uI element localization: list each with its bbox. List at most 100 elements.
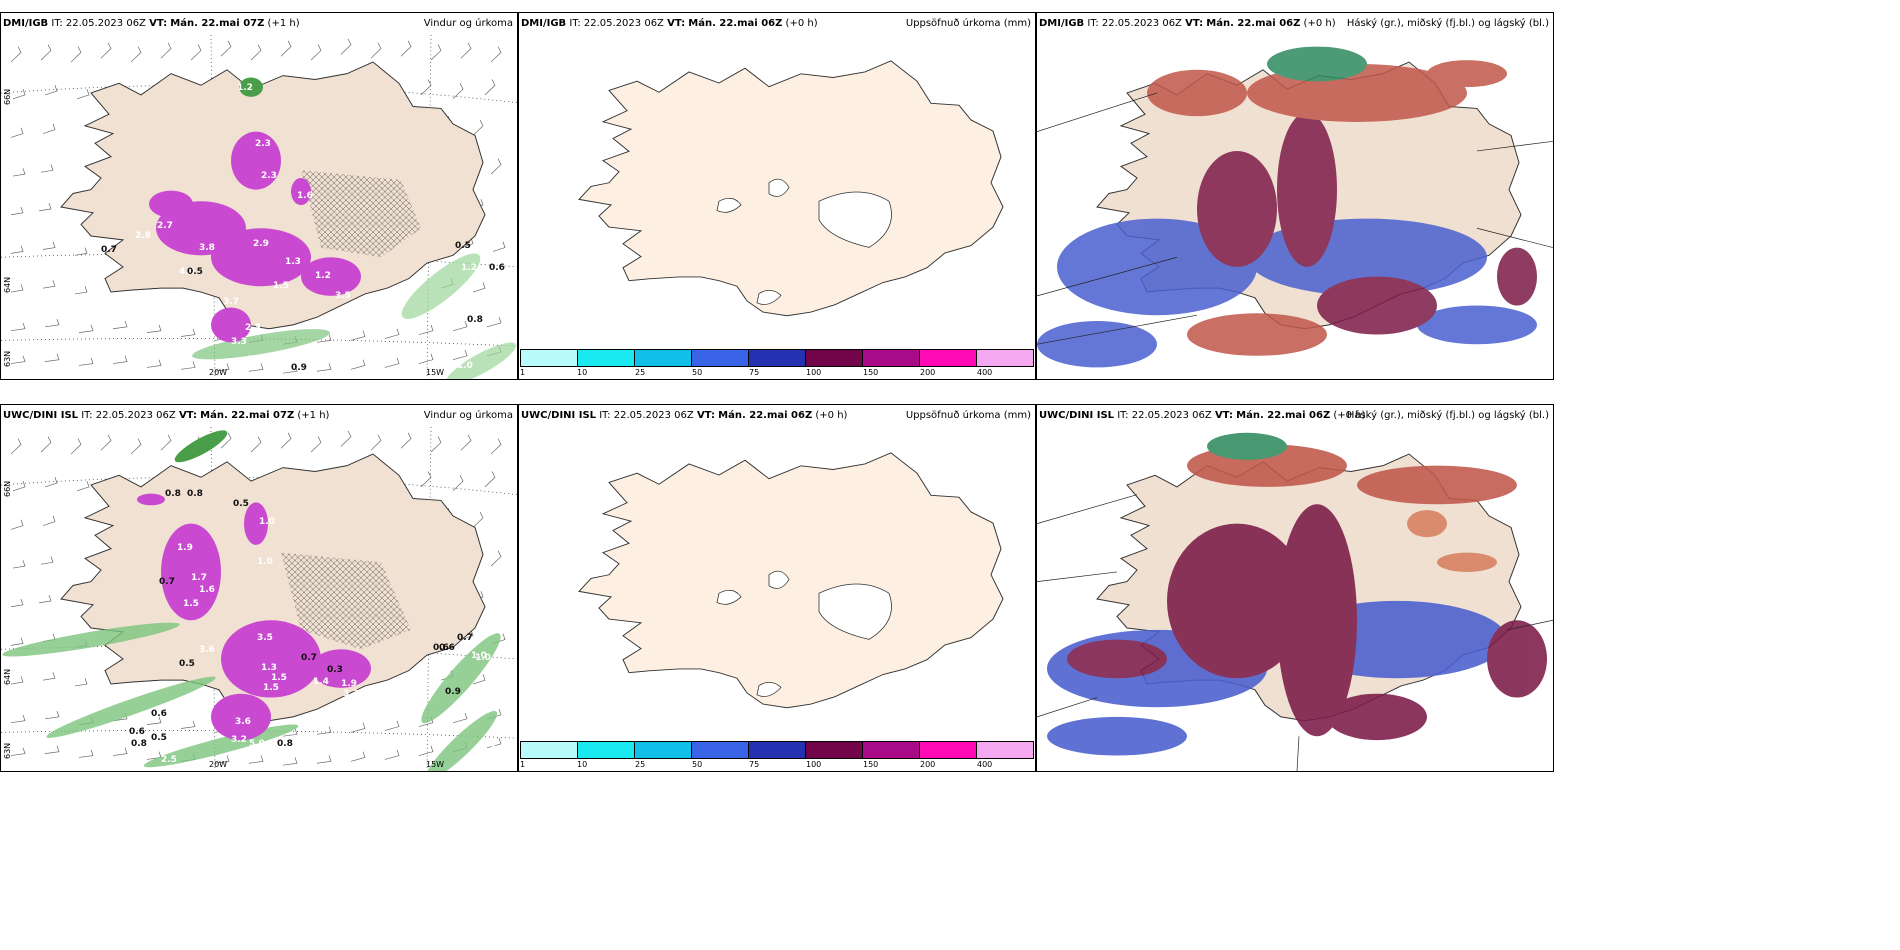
precip-value-label: 1.9	[341, 679, 357, 689]
product-name: Háský (gr.), miðský (fj.bl.) og lágský (…	[1346, 410, 1549, 421]
precip-value-label: 2.5	[161, 755, 177, 765]
init-time: 22.05.2023 06Z	[95, 410, 176, 421]
lead-time: (+0 h)	[815, 410, 848, 421]
colorbar-tick: 200	[920, 368, 936, 377]
vt-label: VT:	[178, 410, 197, 421]
lead-time: (+0 h)	[1333, 410, 1366, 421]
colorbar-tick: 100	[806, 760, 822, 769]
product-name: Uppsöfnuð úrkoma (mm)	[905, 18, 1031, 29]
precip-value-label: 0.6	[433, 643, 449, 653]
it-label: IT:	[569, 18, 581, 29]
lat-label-66n: 66N	[3, 480, 12, 497]
init-time: 22.05.2023 06Z	[65, 18, 146, 29]
precip-value-label: 3.3	[231, 337, 247, 347]
valid-time: Mán. 22.mai 06Z	[688, 18, 783, 29]
panel-title: DMI/IGB IT: 22.05.2023 06Z VT: Mán. 22.m…	[1037, 13, 1553, 35]
colorbar-tick: 200	[920, 760, 936, 769]
precip-value-label: 1.3	[93, 659, 109, 669]
wind-precip-map	[1, 427, 517, 771]
init-time: 22.05.2023 06Z	[613, 410, 694, 421]
precip-value-label: 1.0	[257, 557, 273, 567]
colorbar-box	[749, 742, 806, 758]
cloud-map	[1037, 46, 1553, 368]
colorbar-boxes	[520, 349, 1034, 367]
panel-uwc-clouds: UWC/DINI ISL IT: 22.05.2023 06Z VT: Mán.…	[1036, 404, 1554, 772]
precip-value-label: 1.4	[313, 677, 329, 687]
product-name: Uppsöfnuð úrkoma (mm)	[905, 410, 1031, 421]
precip-value-label: 3.5	[257, 633, 273, 643]
colorbar-box	[977, 742, 1033, 758]
lat-label-66n: 66N	[3, 88, 12, 105]
colorbar-box	[578, 350, 635, 366]
precip-value-label: 1.7	[191, 573, 207, 583]
colorbar-tick: 50	[692, 760, 703, 769]
precip-value-label: 0.8	[165, 489, 181, 499]
precip-value-label: 0.6	[489, 263, 505, 273]
precip-value-label: 0.5	[151, 733, 167, 743]
precip-value-label: 1.5	[271, 673, 287, 683]
lon-label-20w: 20W	[209, 368, 228, 377]
precip-value-label: 0.6	[151, 709, 167, 719]
product-name: Vindur og úrkoma	[423, 410, 513, 421]
model-name: DMI/IGB	[521, 18, 567, 29]
precip-value-label: 1.3	[55, 659, 71, 669]
precip-value-label: 4.8	[179, 267, 195, 277]
precip-value-label: 0.5	[179, 659, 195, 669]
colorbar-box	[920, 350, 977, 366]
precip-value-label: 1.2	[237, 83, 253, 93]
model-name: UWC/DINI ISL	[1039, 410, 1115, 421]
precip-value-label: 1.3	[215, 451, 231, 461]
panel-uwc-wind-precip: UWC/DINI ISL IT: 22.05.2023 06Z VT: Mán.…	[0, 404, 518, 772]
precip-value-label: 0.3	[327, 665, 343, 675]
panel-title: UWC/DINI ISL IT: 22.05.2023 06Z VT: Mán.…	[1037, 405, 1553, 427]
it-label: IT:	[81, 410, 93, 421]
colorbar-box	[692, 350, 749, 366]
panel-dmi-wind-precip: DMI/IGB IT: 22.05.2023 06Z VT: Mán. 22.m…	[0, 12, 518, 380]
accum-precip-map	[578, 452, 1004, 709]
lead-time: (+0 h)	[785, 18, 818, 29]
valid-time: Mán. 22.mai 07Z	[200, 410, 295, 421]
wind-precip-map	[1, 35, 517, 379]
precip-value-label: 1.3	[261, 663, 277, 673]
colorbar-box	[578, 742, 635, 758]
lat-label-63n: 63N	[3, 350, 12, 367]
colorbar-box	[635, 742, 692, 758]
colorbar-tick: 75	[749, 760, 760, 769]
valid-time: Mán. 22.mai 06Z	[1206, 18, 1301, 29]
colorbar: 1 10 25 50 75 100 150 200 400	[519, 349, 1035, 379]
precip-value-label: 1.3	[285, 257, 301, 267]
model-name: UWC/DINI ISL	[521, 410, 597, 421]
colorbar-tick: 400	[977, 760, 993, 769]
panel-title: UWC/DINI ISL IT: 22.05.2023 06Z VT: Mán.…	[1, 405, 517, 427]
precip-value-label: 0.8	[187, 489, 203, 499]
colorbar-boxes	[520, 741, 1034, 759]
precip-value-label: 2.9	[253, 239, 269, 249]
precip-value-label: 1.2	[315, 271, 331, 281]
vt-label: VT:	[149, 18, 168, 29]
precip-value-label: 3.2	[343, 689, 359, 699]
precip-value-label: 0.5	[455, 241, 471, 251]
colorbar-box	[806, 350, 863, 366]
precip-value-label: 2.8	[135, 231, 151, 241]
precip-value-label: 1.6	[199, 585, 215, 595]
init-time: 22.05.2023 06Z	[583, 18, 664, 29]
precip-value-label: 0.7	[301, 653, 317, 663]
precip-value-label: 1.0	[259, 517, 275, 527]
precip-value-label: 0.7	[457, 633, 473, 643]
colorbar-tick: 75	[749, 368, 760, 377]
vt-label: VT:	[667, 18, 686, 29]
model-name: UWC/DINI ISL	[3, 410, 79, 421]
precip-value-label: 1.9	[177, 543, 193, 553]
precip-value-label: 1.5	[263, 683, 279, 693]
precip-value-label: 0.5	[233, 499, 249, 509]
accum-precip-map	[578, 60, 1004, 317]
colorbar-tick: 150	[863, 368, 879, 377]
colorbar-tick: 400	[977, 368, 993, 377]
colorbar-box	[920, 742, 977, 758]
colorbar-tick: 25	[635, 760, 646, 769]
colorbar-tick: 1	[520, 760, 526, 769]
precip-value-label: 5.0	[249, 739, 265, 749]
precip-value-label: 1.5	[183, 599, 199, 609]
colorbar-box	[863, 350, 920, 366]
colorbar-ticks: 1 10 25 50 75 100 150 200 400	[519, 760, 1035, 770]
